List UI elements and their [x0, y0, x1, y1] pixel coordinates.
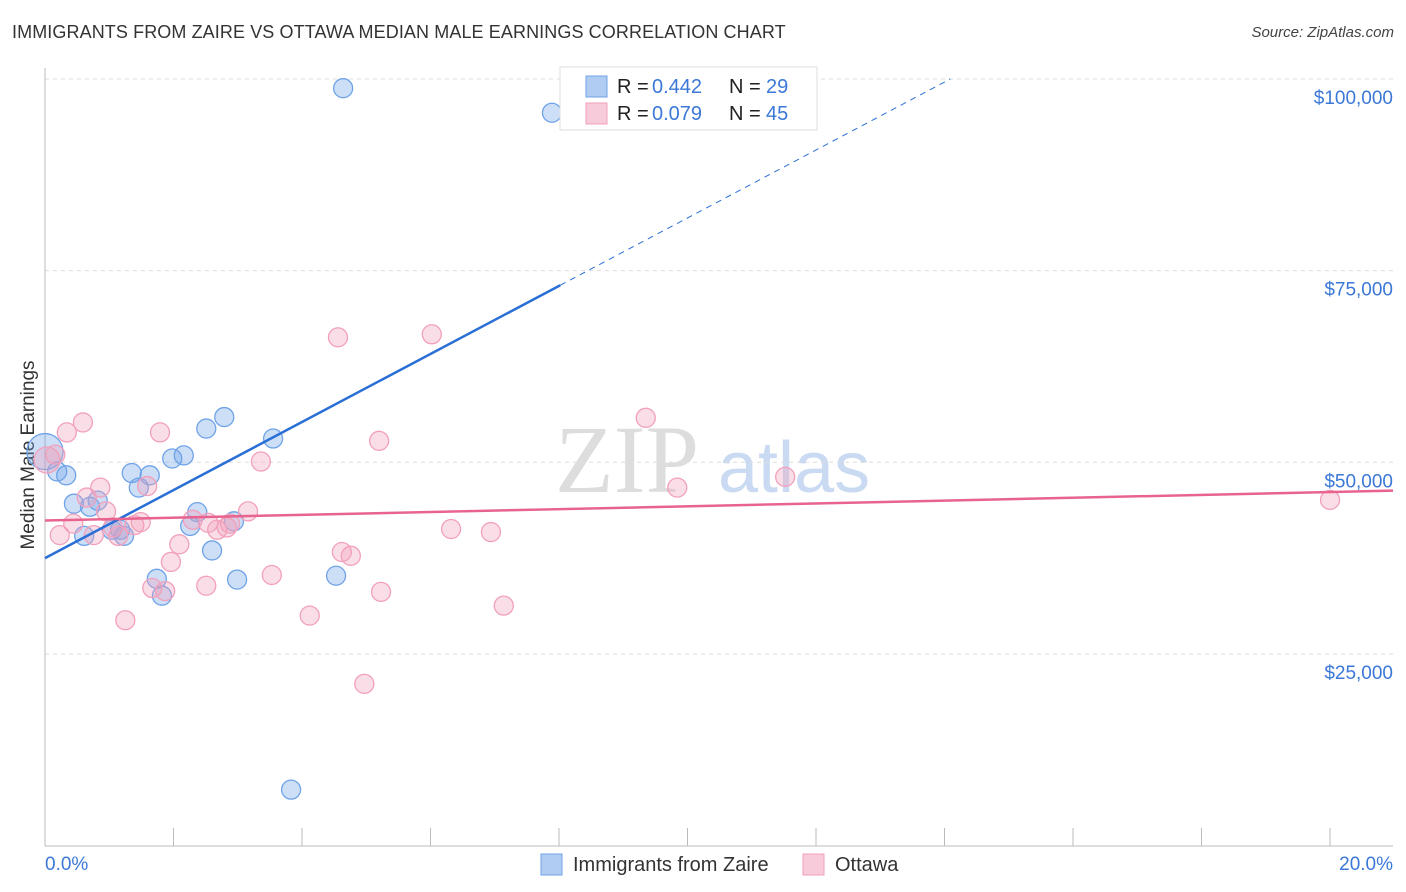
chart-title: IMMIGRANTS FROM ZAIRE VS OTTAWA MEDIAN M… [12, 22, 786, 42]
ottawa-point [90, 477, 111, 498]
x-tick-label: 0.0% [45, 854, 88, 875]
ottawa-point [1319, 489, 1341, 511]
y-tick-label: $50,000 [1324, 471, 1393, 492]
ottawa-point [480, 521, 502, 543]
zaire-point [280, 779, 302, 800]
ottawa-point [142, 577, 163, 599]
ottawa-point [635, 407, 656, 428]
watermark-atlas: atlas [718, 428, 870, 508]
bottom-legend-swatch [802, 853, 825, 876]
legend-swatch [585, 102, 608, 125]
ottawa-point [368, 430, 390, 451]
ottawa-point [137, 475, 158, 497]
y-tick-label: $100,000 [1314, 88, 1393, 109]
y-tick-label: $75,000 [1324, 280, 1393, 301]
ottawa-point [63, 513, 84, 534]
ottawa-point [440, 518, 462, 540]
bottom-legend-swatch [540, 853, 563, 876]
source-label: Source: ZipAtlas.com [1251, 24, 1394, 41]
ottawa-point [237, 501, 259, 522]
zaire-trend-line [44, 284, 561, 560]
legend-r-label: R = [617, 103, 649, 125]
bottom-legend-label: Ottawa [835, 854, 899, 876]
ottawa-point [56, 422, 77, 443]
ottawa-point [299, 605, 320, 626]
zaire-trend-extension [560, 78, 951, 286]
zaire-point [325, 565, 347, 586]
ottawa-point [421, 324, 442, 345]
ottawa-point [493, 595, 514, 616]
ottawa-point [45, 444, 66, 465]
ottawa-point [149, 422, 171, 443]
ottawa-point [76, 487, 97, 508]
legend-swatch [585, 75, 608, 98]
ottawa-trend-line [44, 489, 1394, 522]
ottawa-point [370, 581, 392, 603]
zaire-point [226, 569, 248, 590]
ottawa-point [354, 673, 375, 694]
ottawa-point [130, 511, 151, 533]
ottawa-point [72, 412, 94, 433]
zaire-point [332, 78, 354, 99]
zaire-point [26, 432, 64, 471]
zaire-point [162, 448, 183, 469]
bottom-legend-label: Immigrants from Zaire [573, 854, 769, 876]
x-tick-label: 20.0% [1339, 854, 1393, 875]
ottawa-point [169, 534, 190, 555]
ottawa-point [155, 580, 176, 602]
zaire-point [63, 493, 85, 514]
zaire-point [113, 525, 135, 547]
ottawa-point [216, 517, 237, 538]
ottawa-point [108, 525, 129, 547]
watermark-zip: ZIP [555, 406, 699, 513]
ottawa-point [340, 545, 361, 566]
legend-n-label: N = [729, 103, 761, 125]
zaire-point [196, 418, 217, 439]
zaire-point [201, 540, 223, 561]
zaire-point [56, 465, 77, 486]
ottawa-point [261, 564, 282, 586]
ottawa-point [182, 509, 203, 530]
ottawa-point [49, 524, 70, 546]
zaire-point [173, 445, 194, 466]
legend-r-label: R = [617, 76, 649, 98]
ottawa-point [115, 610, 136, 631]
ottawa-point [327, 327, 349, 348]
ottawa-point [196, 575, 217, 596]
y-tick-label: $25,000 [1324, 663, 1393, 684]
zaire-point [214, 406, 235, 428]
legend-n-value: 29 [766, 76, 788, 98]
ottawa-point [219, 513, 241, 534]
ottawa-point [250, 451, 272, 472]
y-axis-label: Median Male Earnings [18, 360, 39, 549]
legend-r-value: 0.442 [652, 76, 702, 98]
legend-r-value: 0.079 [652, 103, 702, 125]
ottawa-point [667, 477, 688, 498]
legend-n-value: 45 [766, 103, 788, 125]
ottawa-point [160, 551, 182, 573]
ottawa-point [775, 466, 796, 488]
zaire-point [541, 102, 563, 123]
legend-n-label: N = [729, 76, 761, 98]
